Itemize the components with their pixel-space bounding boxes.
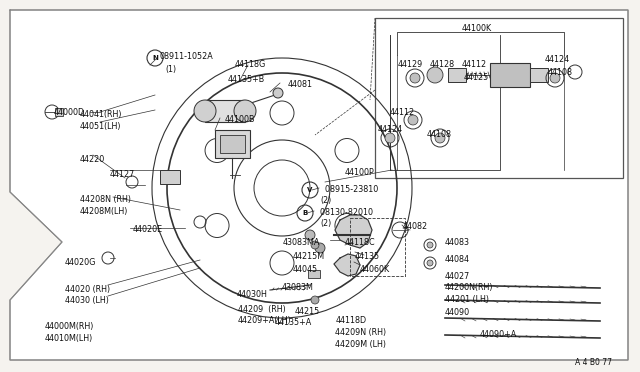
Text: 44108: 44108 [548, 68, 573, 77]
Text: 44083: 44083 [445, 238, 470, 247]
Bar [160, 170, 180, 184]
Text: 44209  (RH): 44209 (RH) [238, 305, 285, 314]
Text: 44125: 44125 [464, 73, 489, 82]
Bar [490, 63, 530, 87]
Bar [220, 135, 245, 153]
Text: 08130-82010: 08130-82010 [315, 208, 373, 217]
Bar [308, 270, 320, 278]
Text: 44118G: 44118G [235, 60, 266, 69]
Bar [448, 68, 466, 82]
Text: V: V [307, 187, 313, 193]
Polygon shape [334, 254, 360, 276]
Text: 08911-1052A: 08911-1052A [160, 52, 214, 61]
Text: 44030H: 44030H [237, 290, 268, 299]
Circle shape [427, 260, 433, 266]
Text: 44084: 44084 [445, 255, 470, 264]
Bar [530, 68, 548, 82]
Text: 44209N (RH): 44209N (RH) [335, 328, 386, 337]
Text: 44030 (LH): 44030 (LH) [65, 296, 109, 305]
Text: 44060K: 44060K [360, 265, 390, 274]
Text: 44118D: 44118D [336, 316, 367, 325]
Bar [375, 18, 623, 178]
Text: 44020G: 44020G [65, 258, 97, 267]
Text: (2): (2) [320, 219, 332, 228]
Text: 44100B: 44100B [225, 115, 255, 124]
Circle shape [311, 296, 319, 304]
Text: 44020 (RH): 44020 (RH) [65, 285, 110, 294]
Text: 44124: 44124 [378, 125, 403, 134]
Circle shape [305, 230, 315, 240]
Text: 44127: 44127 [110, 170, 135, 179]
Text: 44000D: 44000D [54, 108, 85, 117]
Text: 44201 (LH): 44201 (LH) [445, 295, 489, 304]
Text: 44100P: 44100P [345, 168, 375, 177]
Text: 44090+A: 44090+A [480, 330, 517, 339]
Text: 44112: 44112 [462, 60, 487, 69]
Text: 44220: 44220 [80, 155, 105, 164]
Text: (1): (1) [165, 65, 176, 74]
Text: 44045: 44045 [293, 265, 318, 274]
Circle shape [435, 133, 445, 143]
Text: 44215M: 44215M [293, 252, 325, 261]
Text: 44209+A(LH): 44209+A(LH) [238, 316, 292, 325]
Text: 44010M(LH): 44010M(LH) [45, 334, 93, 343]
Circle shape [194, 100, 216, 122]
Text: 44051(LH): 44051(LH) [80, 122, 122, 131]
Circle shape [311, 241, 319, 249]
Polygon shape [335, 215, 372, 248]
Text: 44135+B: 44135+B [228, 75, 265, 84]
Circle shape [234, 100, 256, 122]
Text: 43083MA: 43083MA [283, 238, 321, 247]
Bar [215, 130, 250, 158]
Text: 44215: 44215 [295, 307, 320, 316]
Text: 43083M: 43083M [282, 283, 314, 292]
Text: A 4 B0 77: A 4 B0 77 [575, 358, 612, 367]
Text: 44112: 44112 [390, 108, 415, 117]
Circle shape [273, 88, 283, 98]
Circle shape [427, 242, 433, 248]
Text: 44208N (RH): 44208N (RH) [80, 195, 131, 204]
Polygon shape [10, 10, 628, 360]
Text: 44209M (LH): 44209M (LH) [335, 340, 386, 349]
Text: (2): (2) [320, 196, 332, 205]
Text: 44128: 44128 [430, 60, 455, 69]
Text: 44135+A: 44135+A [275, 318, 312, 327]
Text: 44100K: 44100K [462, 24, 492, 33]
Text: 44118C: 44118C [345, 238, 376, 247]
Circle shape [408, 115, 418, 125]
Circle shape [550, 73, 560, 83]
Bar [205, 100, 245, 122]
Text: 44124: 44124 [545, 55, 570, 64]
Text: N: N [152, 55, 158, 61]
Text: 44208M(LH): 44208M(LH) [80, 207, 129, 216]
Text: 44090: 44090 [445, 308, 470, 317]
Circle shape [315, 243, 325, 253]
Circle shape [410, 73, 420, 83]
Text: 44041(RH): 44041(RH) [80, 110, 122, 119]
Circle shape [427, 67, 443, 83]
Text: 44081: 44081 [288, 80, 313, 89]
Text: 44000M(RH): 44000M(RH) [45, 322, 94, 331]
Text: 44082: 44082 [403, 222, 428, 231]
Text: 44020E: 44020E [133, 225, 163, 234]
Text: 44135: 44135 [355, 252, 380, 261]
Bar [55, 108, 63, 116]
Text: 44129: 44129 [398, 60, 423, 69]
Text: 08915-23810: 08915-23810 [320, 185, 378, 194]
Text: 44027: 44027 [445, 272, 470, 281]
Text: B: B [302, 210, 308, 216]
Text: 44200N(RH): 44200N(RH) [445, 283, 493, 292]
Bar [350, 218, 405, 276]
Text: 44108: 44108 [427, 130, 452, 139]
Circle shape [385, 133, 395, 143]
